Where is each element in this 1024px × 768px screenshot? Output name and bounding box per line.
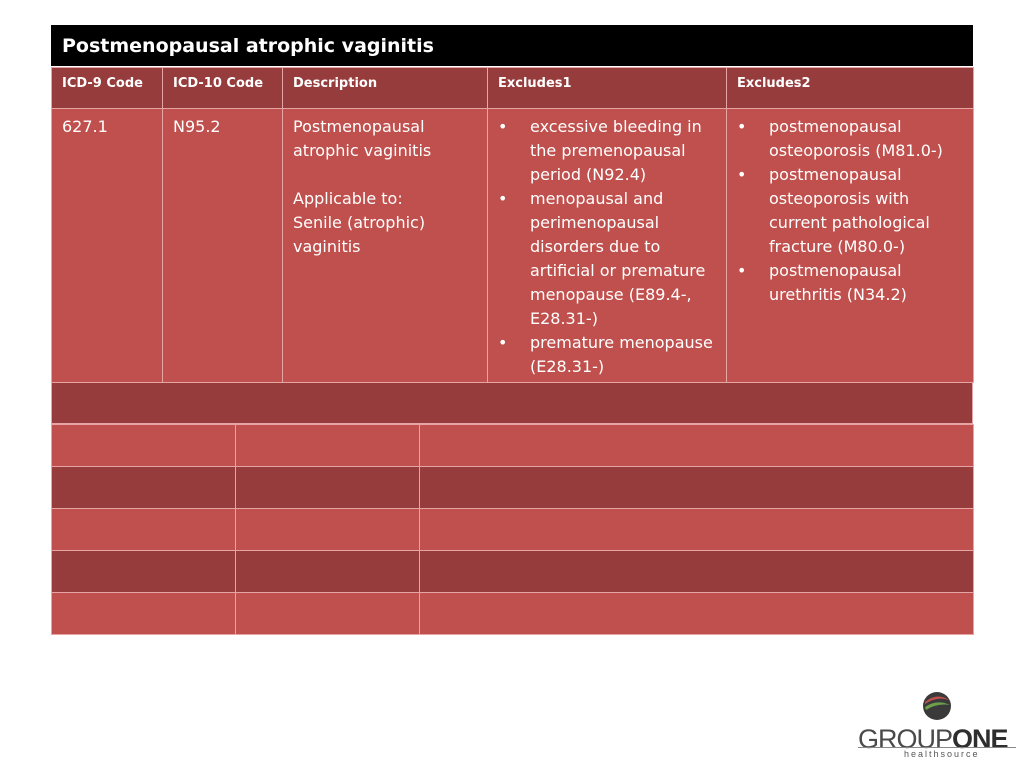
globe-icon xyxy=(923,692,951,720)
icd-table: ICD-9 Code ICD-10 Code Description Exclu… xyxy=(51,67,974,383)
table-row xyxy=(51,550,974,593)
applicable-text: Senile (atrophic) vaginitis xyxy=(293,213,426,256)
icd10-code: N95.2 xyxy=(173,117,221,136)
empty-cell xyxy=(419,592,974,635)
cell-description: Postmenopausal atrophic vaginitis Applic… xyxy=(282,108,488,383)
list-item: postmenopausal osteoporosis (M81.0-) xyxy=(737,115,963,163)
cell-icd9: 627.1 xyxy=(51,108,163,383)
logo-divider xyxy=(858,747,1016,748)
empty-table xyxy=(51,424,974,635)
cell-icd10: N95.2 xyxy=(162,108,283,383)
company-logo: GROUPONE healthsource xyxy=(858,690,1016,760)
header-excludes2: Excludes2 xyxy=(726,67,974,109)
list-item: premature menopause (E28.31-) xyxy=(498,331,716,379)
excludes1-list: excessive bleeding in the premenopausal … xyxy=(498,115,716,379)
empty-cell xyxy=(235,508,420,551)
header-description: Description xyxy=(282,67,488,109)
list-item: excessive bleeding in the premenopausal … xyxy=(498,115,716,187)
header-excludes1: Excludes1 xyxy=(487,67,727,109)
empty-cell xyxy=(419,424,974,467)
empty-cell xyxy=(235,550,420,593)
empty-cell xyxy=(51,424,236,467)
applicable-label: Applicable to: xyxy=(293,189,403,208)
section-band xyxy=(51,382,973,424)
empty-cell xyxy=(419,550,974,593)
empty-cell xyxy=(235,466,420,509)
list-item: menopausal and perimenopausal disorders … xyxy=(498,187,716,331)
header-icd9: ICD-9 Code xyxy=(51,67,163,109)
list-item: postmenopausal osteoporosis with current… xyxy=(737,163,963,259)
table-header-row: ICD-9 Code ICD-10 Code Description Exclu… xyxy=(51,67,974,109)
excludes2-list: postmenopausal osteoporosis (M81.0-) pos… xyxy=(737,115,963,307)
empty-cell xyxy=(235,592,420,635)
cell-excludes1: excessive bleeding in the premenopausal … xyxy=(487,108,727,383)
icd9-code: 627.1 xyxy=(62,117,108,136)
table-row xyxy=(51,508,974,551)
logo-wordmark: GROUPONE xyxy=(858,724,1009,754)
empty-cell xyxy=(235,424,420,467)
description-text: Postmenopausal atrophic vaginitis xyxy=(293,117,432,160)
logo-subtitle: healthsource xyxy=(904,749,980,759)
header-icd10: ICD-10 Code xyxy=(162,67,283,109)
empty-cell xyxy=(419,508,974,551)
empty-cell xyxy=(419,466,974,509)
empty-cell xyxy=(51,466,236,509)
empty-cell xyxy=(51,592,236,635)
table-row: 627.1 N95.2 Postmenopausal atrophic vagi… xyxy=(51,108,974,383)
list-item: postmenopausal urethritis (N34.2) xyxy=(737,259,963,307)
cell-excludes2: postmenopausal osteoporosis (M81.0-) pos… xyxy=(726,108,974,383)
empty-cell xyxy=(51,550,236,593)
table-row xyxy=(51,424,974,467)
table-row xyxy=(51,592,974,635)
empty-cell xyxy=(51,508,236,551)
table-row xyxy=(51,466,974,509)
page-title: Postmenopausal atrophic vaginitis xyxy=(51,25,973,66)
